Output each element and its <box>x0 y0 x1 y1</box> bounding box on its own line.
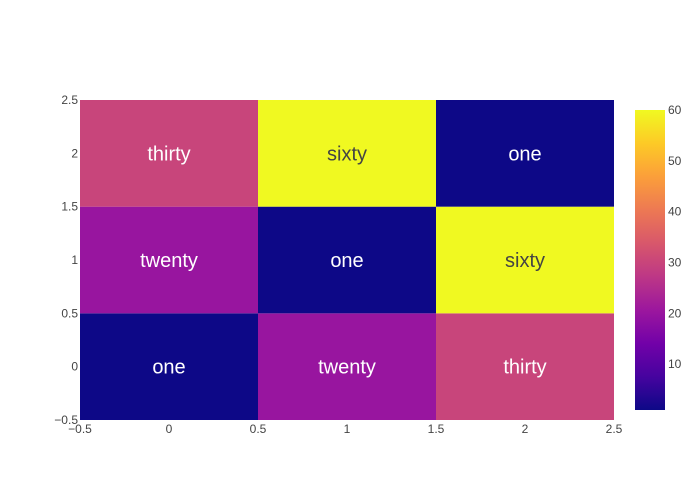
y-tick-label: 2 <box>71 146 78 160</box>
heatmap-cell <box>258 206 436 314</box>
y-tick-label: 1.5 <box>61 200 78 214</box>
x-tick-label: 2 <box>522 422 529 436</box>
heatmap-cell-labels: one twenty thirty twenty one sixty thirty sixty… <box>140 143 547 378</box>
x-tick-label: 1 <box>344 422 351 436</box>
heatmap-cell <box>80 206 258 314</box>
y-tick-label: −0.5 <box>54 413 78 427</box>
heatmap-cell-label: twenty <box>140 250 198 272</box>
colorbar-tick-label: 50 <box>668 154 682 168</box>
heatmap-cell-label: twenty <box>318 357 376 379</box>
y-tick-label: 2.5 <box>61 93 78 107</box>
heatmap-cell <box>436 313 614 420</box>
heatmap-cell-label: thirty <box>503 357 546 379</box>
colorbar <box>635 110 665 410</box>
x-tick-label: 2.5 <box>606 422 623 436</box>
colorbar-ticks: 10 20 30 40 50 60 <box>668 103 682 371</box>
x-tick-label: 0.5 <box>250 422 267 436</box>
heatmap-cell <box>436 100 614 207</box>
colorbar-tick-label: 10 <box>668 357 682 371</box>
y-tick-label: 1 <box>71 253 78 267</box>
y-tick-label: 0.5 <box>61 306 78 320</box>
heatmap-cell-label: sixty <box>505 250 545 272</box>
heatmap-cell <box>436 206 614 314</box>
heatmap-cell-label: sixty <box>327 143 367 165</box>
heatmap-cells <box>80 100 614 420</box>
heatmap-cell <box>258 100 436 207</box>
heatmap-cell-label: one <box>508 143 541 165</box>
x-axis: −0.5 0 0.5 1 1.5 2 2.5 <box>68 422 623 436</box>
colorbar-tick-label: 30 <box>668 256 682 270</box>
colorbar-tick-label: 20 <box>668 306 682 320</box>
y-axis: −0.5 0 0.5 1 1.5 2 2.5 <box>54 93 78 427</box>
heatmap-cell <box>258 313 436 420</box>
y-tick-label: 0 <box>71 360 78 374</box>
heatmap-cell <box>80 313 258 420</box>
colorbar-tick-label: 40 <box>668 205 682 219</box>
x-tick-label: 1.5 <box>428 422 445 436</box>
colorbar-gradient <box>635 110 665 410</box>
x-tick-label: 0 <box>166 422 173 436</box>
heatmap-cell-label: thirty <box>147 143 190 165</box>
heatmap-cell-label: one <box>330 250 363 272</box>
colorbar-tick-label: 60 <box>668 103 682 117</box>
heatmap-cell <box>80 100 258 207</box>
x-tick-label: −0.5 <box>68 422 92 436</box>
heatmap-cell-label: one <box>152 357 185 379</box>
